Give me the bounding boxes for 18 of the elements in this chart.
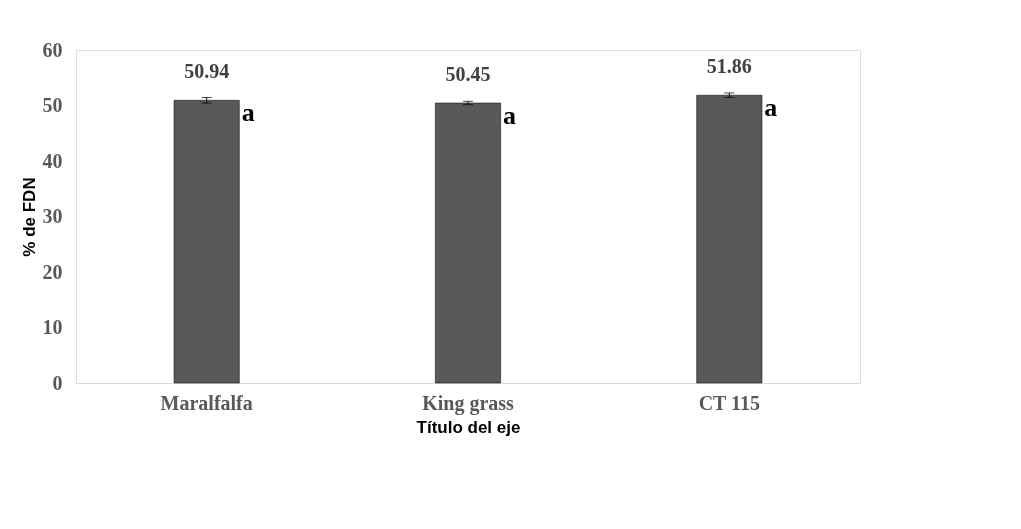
y-tick-label: 0 — [52, 371, 63, 394]
data-label: 50.94 — [184, 60, 230, 83]
annotation: a — [241, 98, 255, 128]
data-label: 50.45 — [445, 63, 491, 85]
y-axis-title: % de FDN — [19, 177, 39, 257]
x-tick-label: CT 115 — [698, 391, 760, 414]
data-label: 51.86 — [706, 55, 752, 78]
y-tick-label: 30 — [42, 205, 63, 227]
y-tick-label: 20 — [42, 260, 63, 283]
y-tick-label: 10 — [42, 316, 63, 338]
annotation: a — [764, 93, 778, 123]
y-tick-label: 60 — [42, 38, 63, 61]
x-axis-title: Título del eje — [416, 417, 521, 437]
x-tick-label: Maralfalfa — [160, 391, 253, 414]
y-tick-label: 50 — [42, 94, 63, 116]
annotation: a — [503, 101, 516, 130]
x-tick-label: King grass — [422, 391, 515, 415]
y-tick-label: 40 — [42, 149, 63, 172]
